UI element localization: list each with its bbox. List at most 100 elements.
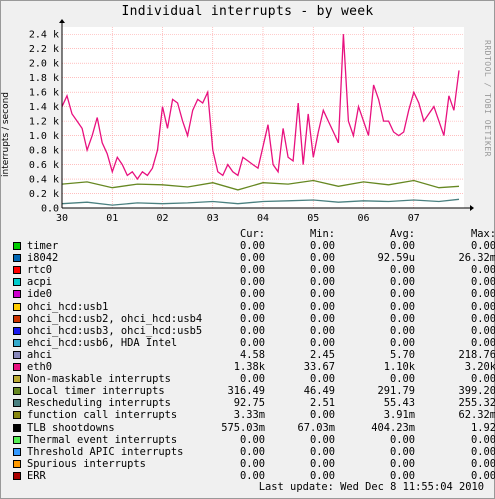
legend-value-min: 0.00 [309,409,335,422]
x-tick-label: 04 [257,213,269,224]
y-tick-label: 0.6 k [29,160,59,171]
legend-swatch [13,278,21,287]
legend-value-cur: 3.33m [233,409,265,422]
legend-value-max: 0.00 [470,288,495,301]
legend-value-avg: 0.00 [389,276,415,289]
legend-value-cur: 0.00 [239,336,265,349]
legend-rows: timer 0.00 0.00 0.00 0.00 i8042 0.00 0.00 92.59u… [11,240,495,482]
x-tick-label: 30 [56,213,68,224]
legend-value-max: 0.00 [470,312,495,325]
y-tick-label: 2.0 k [29,59,59,70]
legend-table: Cur: Min: Avg: Max: timer 0.00 0.00 0.00 0.0… [11,228,495,482]
legend-value-cur: 0.00 [239,373,265,386]
y-tick-label: 2.2 k [29,44,59,55]
legend-row: function call interrupts 3.33m 0.00 3.91m 62… [11,409,495,422]
legend-value-avg: 0.00 [389,240,415,253]
legend-value-avg: 404.23m [371,421,415,434]
legend-value-min: 2.45 [309,348,335,361]
legend-label: Non-maskable interrupts [27,373,171,386]
legend-value-max: 0.00 [470,276,495,289]
legend-value-max: 399.20 [458,385,495,398]
legend-value-avg: 0.00 [389,433,415,446]
legend-value-avg: 1.10k [383,361,415,374]
legend-swatch [13,411,21,420]
header-cur: Cur: [239,228,265,240]
legend-label: TLB shootdowns [27,421,115,434]
legend-row: ohci_hcd:usb3, ohci_hcd:usb5 0.00 0.00 0.00… [11,324,495,337]
legend-value-cur: 0.00 [239,240,265,253]
legend-swatch [13,302,21,311]
header-avg: Avg: [389,228,415,240]
legend-swatch [13,435,21,444]
legend-swatch [13,314,21,323]
series-line-rescheduling-interrupts [61,198,460,206]
legend-header: Cur: Min: Avg: Max: [11,228,495,240]
legend-value-max: 3.20k [464,361,495,374]
legend-value-cur: 1.38k [233,361,265,374]
legend-value-cur: 0.00 [239,312,265,325]
legend-row: ide0 0.00 0.00 0.00 0.00 [11,288,495,300]
legend-label: ohci_hcd:usb1 [27,300,109,313]
legend-row: Spurious interrupts 0.00 0.00 0.00 0.00 [11,457,495,470]
y-tick-label: 1.4 k [29,102,59,113]
y-tick-label: 1.6 k [29,88,59,99]
legend-value-min: 0.00 [309,457,335,470]
legend-value-cur: 0.00 [239,276,265,289]
legend-value-min: 0.00 [309,433,335,446]
x-tick-label: 07 [408,213,420,224]
legend-value-avg: 0.00 [389,264,415,277]
legend-row: TLB shootdowns 575.03m 67.03m 404.23m 1.92 [11,421,495,434]
header-min: Min: [309,228,335,240]
legend-value-min: 33.67 [303,361,335,374]
legend-value-cur: 0.00 [239,457,265,470]
legend-value-min: 0.00 [309,240,335,253]
legend-label: Local timer interrupts [27,385,165,398]
legend-label: ERR [27,469,46,482]
legend-swatch [13,350,21,359]
y-tick-label: 0.8 k [29,146,59,157]
legend-label: ehci_hcd:usb6, HDA Intel [27,336,178,349]
legend-value-cur: 92.75 [233,397,265,410]
legend-value-cur: 0.00 [239,324,265,337]
legend-value-avg: 55.43 [383,397,415,410]
legend-value-max: 255.32 [458,397,495,410]
x-tick-labels: 30 01 02 03 04 05 06 07 [56,213,420,224]
legend-value-avg: 5.70 [389,348,415,361]
legend-value-cur: 4.58 [239,348,265,361]
legend-value-min: 0.00 [309,324,335,337]
legend-swatch [13,242,21,251]
legend-swatch [13,290,21,299]
legend-value-max: 0.00 [470,324,495,337]
legend-value-max: 1.92 [470,421,495,434]
legend-value-max: 0.00 [470,264,495,277]
x-tick-label: 02 [156,213,168,224]
series-line-eth0 [61,34,460,181]
legend-value-max: 0.00 [470,300,495,313]
legend-swatch [13,471,21,480]
legend-value-cur: 575.03m [221,421,265,434]
legend-swatch [13,375,21,384]
legend-value-avg: 0.00 [389,457,415,470]
legend-label: Spurious interrupts [27,457,146,470]
legend-label: function call interrupts [27,409,178,422]
legend-label: Threshold APIC interrupts [27,445,184,458]
legend-row: rtc0 0.00 0.00 0.00 0.00 [11,264,495,277]
legend-row: ohci_hcd:usb1 0.00 0.00 0.00 0.00 [11,300,495,313]
legend-value-max: 218.76 [458,348,495,361]
legend-label: eth0 [27,361,53,374]
legend-label: rtc0 [27,264,53,277]
legend-value-cur: 316.49 [227,385,265,398]
legend-value-min: 2.51 [309,397,335,410]
x-axis-arrow [470,205,474,211]
y-tick-label: 0.2 k [29,189,59,200]
legend-row: Thermal event interrupts 0.00 0.00 0.00 0.00 [11,433,495,446]
legend-value-min: 0.00 [309,276,335,289]
legend-value-cur: 0.00 [239,469,265,482]
x-tick-label: 01 [106,213,118,224]
legend-value-min: 0.00 [309,252,335,265]
legend-value-min: 0.00 [309,336,335,349]
last-update-text: Last update: Wed Dec 8 11:55:04 2010 [258,481,484,493]
y-tick-label: 1.8 k [29,73,59,84]
legend-value-max: 0.00 [470,373,495,386]
legend-value-min: 0.00 [309,373,335,386]
